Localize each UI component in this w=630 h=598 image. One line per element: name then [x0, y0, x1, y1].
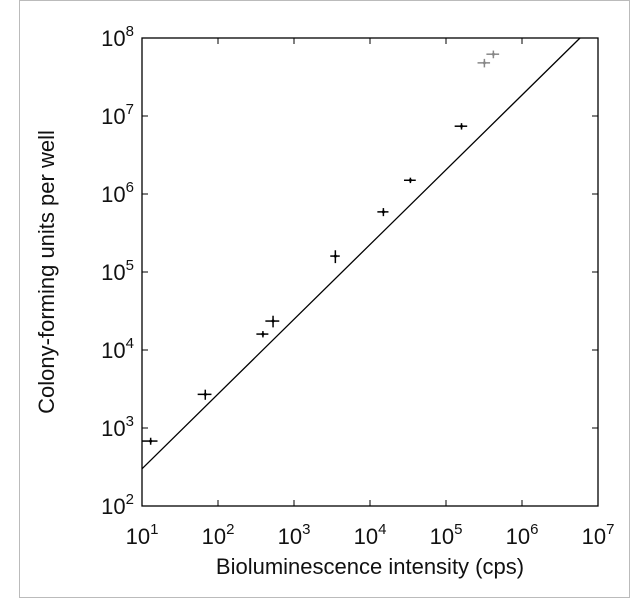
- tick-label-exponent: 6: [126, 179, 134, 196]
- point: [271, 319, 275, 323]
- tick-label: 108: [101, 23, 134, 51]
- tick-label-base: 10: [430, 524, 454, 549]
- point: [261, 332, 265, 336]
- tick-label-base: 10: [354, 524, 378, 549]
- tick-label-exponent: 5: [126, 257, 134, 274]
- tick-label: 104: [354, 521, 387, 549]
- tick-label: 105: [101, 257, 134, 285]
- tick-label: 106: [101, 179, 134, 207]
- tick-label: 103: [278, 521, 311, 549]
- tick-label-exponent: 7: [126, 101, 134, 118]
- tick-label-exponent: 4: [378, 521, 386, 538]
- tick-label: 107: [582, 521, 615, 549]
- x-axis-title: Bioluminescence intensity (cps): [216, 554, 524, 579]
- fit-line: [141, 37, 581, 470]
- point: [381, 210, 385, 214]
- tick-label-base: 10: [101, 182, 125, 207]
- tick-label-exponent: 1: [150, 521, 158, 538]
- tick-label-base: 10: [582, 524, 606, 549]
- tick-label-base: 10: [101, 416, 125, 441]
- point: [460, 124, 464, 128]
- tick-label-base: 10: [506, 524, 530, 549]
- tick-label-exponent: 5: [454, 521, 462, 538]
- tick-label-base: 10: [278, 524, 302, 549]
- point: [491, 52, 495, 56]
- tick-label-exponent: 6: [530, 521, 538, 538]
- tick-label-base: 10: [101, 104, 125, 129]
- tick-label-base: 10: [101, 494, 125, 519]
- tick-label: 106: [506, 521, 539, 549]
- point: [203, 392, 207, 396]
- tick-label: 104: [101, 335, 134, 363]
- point: [149, 439, 153, 443]
- y-axis-title: Colony-forming units per well: [34, 130, 59, 414]
- tick-label: 102: [202, 521, 235, 549]
- tick-label-base: 10: [101, 26, 125, 51]
- point: [408, 178, 412, 182]
- tick-label-base: 10: [126, 524, 150, 549]
- tick-label-exponent: 2: [226, 521, 234, 538]
- figure-border: [19, 0, 630, 598]
- tick-label-exponent: 2: [126, 491, 134, 508]
- tick-label: 102: [101, 491, 134, 519]
- tick-label: 105: [430, 521, 463, 549]
- tick-label: 103: [101, 413, 134, 441]
- tick-label-base: 10: [101, 260, 125, 285]
- tick-label: 107: [101, 101, 134, 129]
- tick-label-exponent: 8: [126, 23, 134, 40]
- tick-label-base: 10: [202, 524, 226, 549]
- tick-label-exponent: 7: [606, 521, 614, 538]
- tick-label-exponent: 3: [302, 521, 310, 538]
- tick-label: 101: [126, 521, 159, 549]
- tick-label-exponent: 3: [126, 413, 134, 430]
- point: [333, 254, 337, 258]
- tick-label-exponent: 4: [126, 335, 134, 352]
- tick-label-base: 10: [101, 338, 125, 363]
- point: [482, 61, 486, 65]
